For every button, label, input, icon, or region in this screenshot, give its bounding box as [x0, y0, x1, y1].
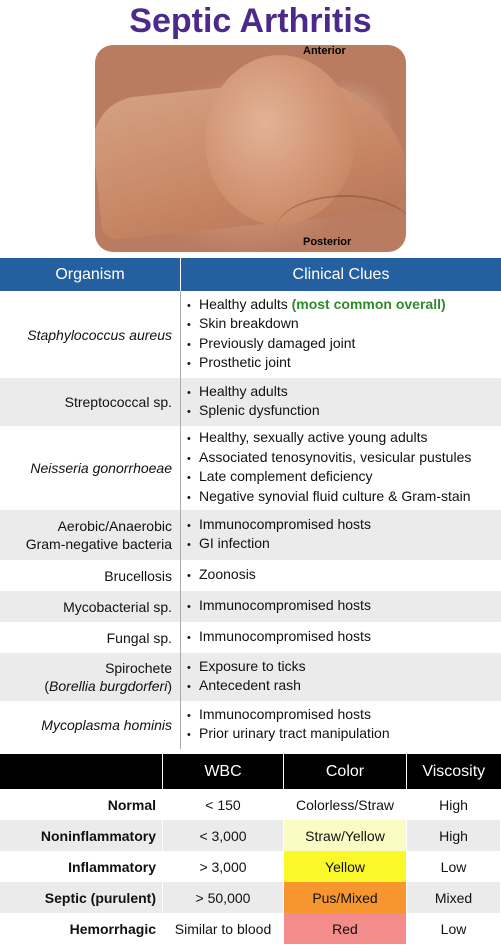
fluid-type: Inflammatory [0, 851, 163, 882]
fluid-type: Septic (purulent) [0, 882, 163, 913]
clue-item: Associated tenosynovitis, vesicular pust… [187, 449, 501, 469]
table-row: Mycoplasma hominis Immunocompromised hos… [0, 701, 501, 749]
table-row: Mycobacterial sp. Immunocompromised host… [0, 591, 501, 622]
knee-photo: Anterior Posterior [95, 45, 406, 252]
table-row: Hemorrhagic Similar to blood Red Low [0, 913, 501, 944]
viscosity-value: Low [406, 913, 501, 944]
organism-cell: Aerobic/Anaerobic Gram-negative bacteria [0, 510, 181, 560]
clue-item: Splenic dysfunction [187, 402, 501, 422]
clues-cell: Healthy adults Splenic dysfunction [180, 378, 501, 426]
clue-item: Skin breakdown [187, 315, 501, 335]
header-clinical-clues: Clinical Clues [180, 258, 501, 291]
wbc-value: > 50,000 [162, 882, 284, 913]
organism-cell: Brucellosis [0, 560, 181, 591]
clue-item: Immunocompromised hosts [187, 597, 501, 617]
clue-item: Healthy adults (most common overall) [187, 296, 501, 316]
highlight-text: (most common overall) [291, 295, 446, 312]
wbc-value: > 3,000 [162, 851, 284, 882]
organism-cell: Fungal sp. [0, 622, 181, 653]
organism-cell: Mycoplasma hominis [0, 701, 181, 749]
clue-item: Prior urinary tract manipulation [187, 725, 501, 745]
table-row: Brucellosis Zoonosis [0, 560, 501, 591]
organism-cell: Streptococcal sp. [0, 378, 181, 426]
header-viscosity: Viscosity [406, 754, 501, 789]
table-row: Normal < 150 Colorless/Straw High [0, 789, 501, 820]
viscosity-value: Low [406, 851, 501, 882]
skin-fold [275, 195, 406, 252]
clue-item: Zoonosis [187, 566, 501, 586]
clue-item: Immunocompromised hosts [187, 628, 501, 648]
wbc-value: < 3,000 [162, 820, 284, 851]
table-row: Staphylococcus aureus Healthy adults (mo… [0, 291, 501, 378]
organism-table-header: Organism Clinical Clues [0, 258, 501, 291]
table-row: Streptococcal sp. Healthy adults Splenic… [0, 378, 501, 426]
organism-cell: Neisseria gonorrhoeae [0, 426, 181, 510]
synovial-fluid-table: WBC Color Viscosity Normal < 150 Colorle… [0, 754, 501, 944]
clues-cell: Exposure to ticks Antecedent rash [180, 653, 501, 701]
clues-cell: Healthy, sexually active young adults As… [181, 426, 501, 510]
wbc-value: Similar to blood [162, 913, 284, 944]
label-anterior: Anterior [303, 45, 346, 57]
clue-item: Previously damaged joint [187, 335, 501, 355]
header-color: Color [283, 754, 407, 789]
clues-cell: Immunocompromised hosts Prior urinary tr… [181, 701, 501, 749]
color-value: Red [283, 913, 407, 944]
page-title: Septic Arthritis [129, 2, 372, 40]
viscosity-value: Mixed [406, 882, 501, 913]
organism-cell: Staphylococcus aureus [0, 291, 181, 378]
clue-item: Antecedent rash [187, 677, 501, 697]
table-row: Fungal sp. Immunocompromised hosts [0, 622, 501, 653]
clue-item: Prosthetic joint [187, 354, 501, 374]
table-row: Inflammatory > 3,000 Yellow Low [0, 851, 501, 882]
wbc-value: < 150 [162, 789, 284, 820]
organism-cell: Spirochete (Borellia burgdorferi) [0, 653, 181, 701]
clues-cell: Immunocompromised hosts [181, 622, 501, 653]
organism-cell: Mycobacterial sp. [0, 591, 181, 622]
clue-item: GI infection [187, 535, 501, 555]
fluid-type: Noninflammatory [0, 820, 163, 851]
viscosity-value: High [406, 789, 501, 820]
color-value: Pus/Mixed [283, 882, 407, 913]
color-value: Yellow [283, 851, 407, 882]
clues-cell: Immunocompromised hosts [180, 591, 501, 622]
clues-cell: Healthy adults (most common overall) Ski… [181, 291, 501, 378]
clue-item: Healthy adults [187, 383, 501, 403]
clue-item: Immunocompromised hosts [187, 706, 501, 726]
clue-item: Negative synovial fluid culture & Gram-s… [187, 488, 501, 508]
header-organism: Organism [0, 258, 181, 291]
header-wbc: WBC [162, 754, 284, 789]
header-blank [0, 754, 163, 789]
table-row: Neisseria gonorrhoeae Healthy, sexually … [0, 426, 501, 510]
clues-cell: Zoonosis [181, 560, 501, 591]
table-row: Spirochete(Borellia burgdorferi) Exposur… [0, 653, 501, 701]
fluid-type: Hemorrhagic [0, 913, 163, 944]
fluid-type: Normal [0, 789, 163, 820]
color-value: Colorless/Straw [283, 789, 407, 820]
fluid-table-header: WBC Color Viscosity [0, 754, 501, 789]
table-row: Noninflammatory < 3,000 Straw/Yellow Hig… [0, 820, 501, 851]
table-row: Aerobic/Anaerobic Gram-negative bacteria … [0, 510, 501, 560]
viscosity-value: High [406, 820, 501, 851]
clues-cell: Immunocompromised hosts GI infection [180, 510, 501, 560]
clue-item: Healthy, sexually active young adults [187, 429, 501, 449]
table-row: Septic (purulent) > 50,000 Pus/Mixed Mix… [0, 882, 501, 913]
clue-item: Immunocompromised hosts [187, 516, 501, 536]
clue-item: Late complement deficiency [187, 468, 501, 488]
label-posterior: Posterior [303, 236, 352, 248]
color-value: Straw/Yellow [283, 820, 407, 851]
organism-table: Organism Clinical Clues Staphylococcus a… [0, 258, 501, 749]
clue-item: Exposure to ticks [187, 658, 501, 678]
